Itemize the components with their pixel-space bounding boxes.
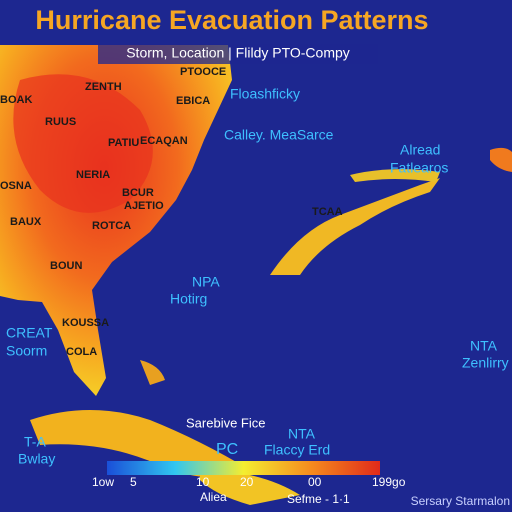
map-label: NERIA xyxy=(76,169,110,181)
credit: Sersary Starmalon xyxy=(411,494,510,508)
map-label: Hotirg xyxy=(170,291,207,307)
map-label: AJETIO xyxy=(124,200,164,212)
map-label: Calley. MeaSarce xyxy=(224,127,334,143)
map-label: RUUS xyxy=(45,116,76,128)
map-label: KOUSSA xyxy=(62,317,109,329)
map-label: BOUN xyxy=(50,260,82,272)
island xyxy=(200,470,300,505)
legend-tick-label: 199go xyxy=(372,475,406,489)
map-label: BAUX xyxy=(10,216,42,228)
island-chain xyxy=(270,178,440,275)
legend-tick-label: 00 xyxy=(308,475,322,489)
island xyxy=(490,147,512,172)
legend-tick-label: 1ow xyxy=(92,475,114,489)
island xyxy=(30,410,250,478)
subtitle-bg xyxy=(98,44,378,64)
title: Hurricane Evacuation Patterns xyxy=(35,5,428,35)
map-label: ECAQAN xyxy=(140,135,188,147)
subtitle: Storm, Location | Flildy PTO-Compy xyxy=(126,45,350,61)
legend-tick-label: 20 xyxy=(240,475,254,489)
island xyxy=(350,169,440,182)
map-label: Floashficky xyxy=(230,86,300,102)
heat-core xyxy=(13,74,153,213)
legend-tick-label: 5 xyxy=(130,475,137,489)
map-label: PATIU xyxy=(108,137,139,149)
map-label: Soorm xyxy=(6,343,47,359)
map-label: BCUR xyxy=(122,187,154,199)
legend-ticks: 1ow 5 10 20 00 199go xyxy=(92,475,406,489)
map-label: BOAK xyxy=(0,94,32,106)
labels: PTOOCE ZENTH BOAK EBICA Floashficky RUUS… xyxy=(0,66,509,467)
color-scale xyxy=(107,461,380,475)
legend-tick-label: 10 xyxy=(196,475,210,489)
map-label: T-A xyxy=(24,434,46,450)
map-label: NPA xyxy=(192,274,220,290)
map-label: Bwlay xyxy=(18,451,55,467)
map-label: ZENTH xyxy=(85,81,122,93)
map-label: NTA xyxy=(470,338,498,354)
map-label: PTOOCE xyxy=(180,66,226,78)
map-label: Fatlearos xyxy=(390,160,448,176)
legend-note: Sefme - 1·1 xyxy=(287,492,350,506)
map-label: Zenlirry xyxy=(462,355,509,371)
map-label: COLA xyxy=(66,346,97,358)
legend-note: Aliea xyxy=(200,490,227,504)
map-label: ROTCA xyxy=(92,220,131,232)
map-label: OSNA xyxy=(0,180,32,192)
map-label: NTA xyxy=(288,426,316,442)
map-label: CREAT xyxy=(6,325,53,341)
map-label: Alread xyxy=(400,142,440,158)
map-label: EBICA xyxy=(176,95,210,107)
map-label: Sarebive Fice xyxy=(186,415,265,430)
map-label: Flaccy Erd xyxy=(264,442,330,458)
island xyxy=(140,360,165,385)
map-label: TCAA xyxy=(312,206,343,218)
map-label: PC xyxy=(216,441,238,458)
